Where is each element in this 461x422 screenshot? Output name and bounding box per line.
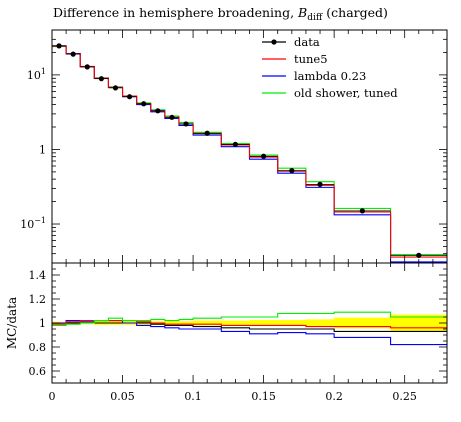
data-point <box>112 85 119 91</box>
legend-label: tune5 <box>294 52 328 66</box>
ratio-tune5-line <box>52 320 447 329</box>
data-point <box>56 43 62 49</box>
x-tick-label: 0.25 <box>392 390 417 403</box>
chart-title: Difference in hemisphere broadening, Bdi… <box>53 5 388 23</box>
data-point <box>232 141 238 147</box>
uncertainty-band <box>52 314 447 332</box>
chart-title-symbol: B <box>298 5 308 20</box>
legend: data tune5 lambda 0.23 old shower, tuned <box>262 35 398 100</box>
ratio-data-line <box>52 322 447 332</box>
ratio-old-shower-line <box>52 311 447 326</box>
chart-title-suffix: (charged) <box>326 5 388 20</box>
ratio-y-tick-label: 1.4 <box>29 269 47 282</box>
main-panel: 101 1 10−1 <box>20 29 448 264</box>
y-tick-label: 101 <box>27 67 46 82</box>
data-point <box>204 130 210 136</box>
x-tick-label: 0.1 <box>184 390 202 403</box>
x-tick-label: 0 <box>49 390 56 403</box>
data-point <box>183 121 189 127</box>
data-point <box>359 208 365 214</box>
x-tick-label: 0.15 <box>251 390 276 403</box>
data-point <box>169 114 175 120</box>
y-tick-label: 1 <box>39 143 46 156</box>
legend-label: old shower, tuned <box>294 86 398 100</box>
legend-label: lambda 0.23 <box>294 69 366 83</box>
ratio-y-tick-label: 0.8 <box>29 341 47 354</box>
data-point <box>84 64 90 70</box>
x-tick-label: 0.05 <box>110 390 135 403</box>
legend-data: data <box>262 35 320 49</box>
data-point <box>141 101 147 107</box>
ratio-y-tick-label: 0.6 <box>29 365 47 378</box>
data-point <box>289 168 295 174</box>
data-point <box>155 108 161 114</box>
legend-lambda: lambda 0.23 <box>262 69 366 83</box>
data-point <box>317 181 323 187</box>
chart-title-subscript: diff <box>307 13 323 23</box>
x-tick-label: 0.2 <box>325 390 343 403</box>
y-tick-label: 10−1 <box>20 216 46 231</box>
data-point <box>261 153 267 159</box>
data-point <box>70 51 76 57</box>
data-point <box>126 94 133 100</box>
data-point <box>416 252 422 258</box>
legend-marker <box>271 39 277 45</box>
ratio-y-tick-label: 1 <box>39 317 46 330</box>
legend-tune5: tune5 <box>262 52 328 66</box>
ratio-panel: 0.6 0.8 1 1.2 1.4 0 0.05 0.1 0.15 0.2 0.25 MC/data <box>5 262 448 403</box>
ratio-y-axis-label: MC/data <box>5 297 19 349</box>
chart-title-text: Difference in hemisphere broadening, <box>53 5 295 20</box>
ratio-y-tick-label: 1.2 <box>29 293 47 306</box>
legend-old-shower: old shower, tuned <box>262 86 398 100</box>
data-point <box>98 76 104 82</box>
series-tune5-line <box>52 45 447 258</box>
legend-label: data <box>294 35 320 49</box>
